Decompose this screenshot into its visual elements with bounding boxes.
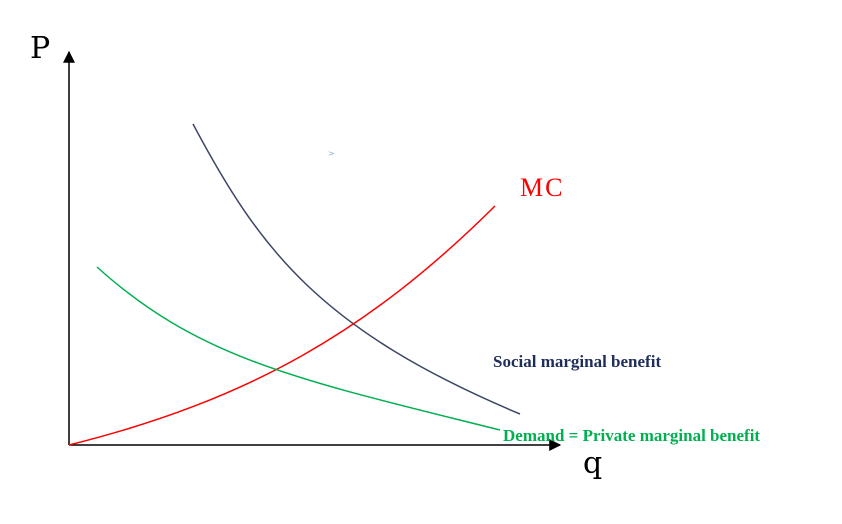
x-axis-label: q <box>583 446 602 481</box>
mc-curve <box>68 205 496 446</box>
social-marginal-benefit-curve <box>192 123 521 415</box>
demand-label: Demand = Private marginal benefit <box>503 426 760 445</box>
demand-curve <box>96 266 501 431</box>
y-axis-label: P <box>30 31 50 66</box>
social-marginal-benefit-label: Social marginal benefit <box>493 352 661 371</box>
mc-label: MC <box>520 173 564 202</box>
stray-mark: > <box>328 149 335 158</box>
